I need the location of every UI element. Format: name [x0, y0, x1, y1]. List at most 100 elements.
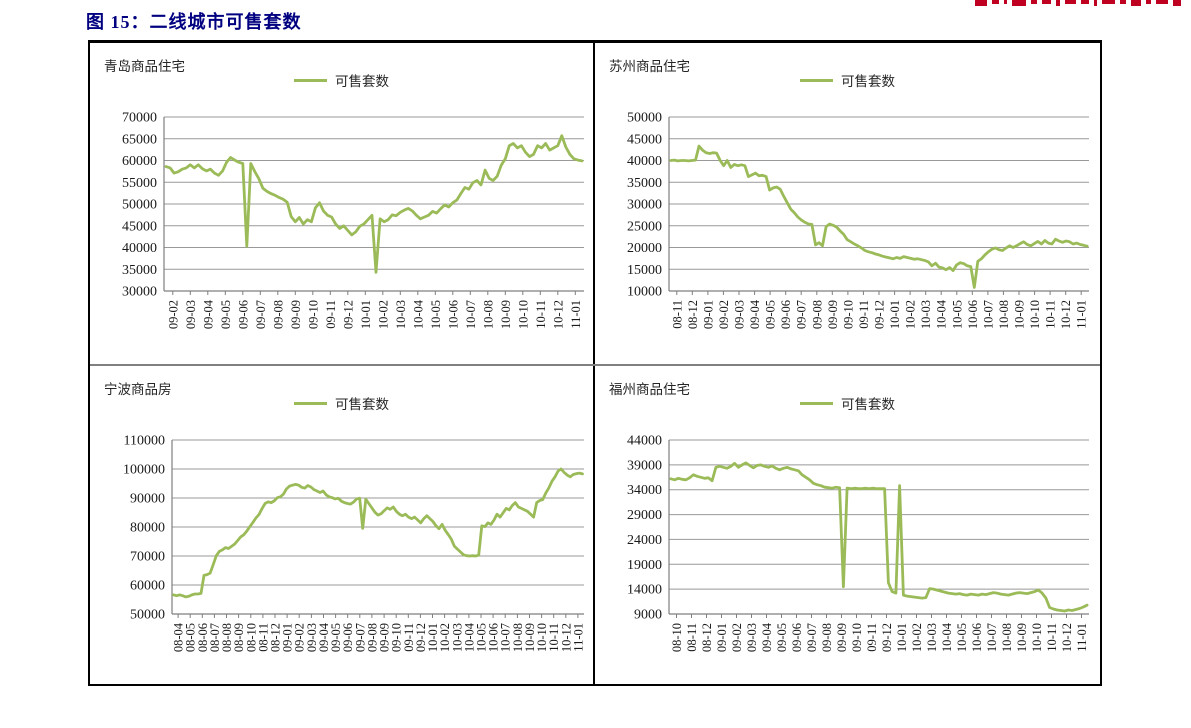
clipped-glyph-fragment — [1146, 0, 1151, 4]
svg-text:10-10: 10-10 — [535, 623, 549, 652]
svg-text:09-12: 09-12 — [414, 623, 428, 652]
svg-text:10-09: 10-09 — [499, 300, 513, 329]
svg-text:09-03: 09-03 — [745, 623, 759, 652]
clipped-glyph-fragment — [1004, 0, 1007, 4]
svg-text:09-12: 09-12 — [873, 300, 887, 329]
svg-text:45000: 45000 — [627, 132, 662, 147]
column-divider — [593, 43, 595, 684]
svg-text:10-09: 10-09 — [523, 623, 537, 652]
svg-text:10-11: 10-11 — [1045, 623, 1059, 652]
svg-text:60000: 60000 — [122, 154, 157, 169]
svg-text:09-03: 09-03 — [305, 623, 319, 652]
svg-text:65000: 65000 — [122, 132, 157, 147]
svg-text:10-10: 10-10 — [516, 300, 530, 329]
svg-text:09-10: 09-10 — [850, 623, 864, 652]
legend-line-swatch — [800, 401, 833, 405]
svg-text:110000: 110000 — [124, 434, 165, 449]
svg-text:09-06: 09-06 — [779, 300, 793, 329]
svg-text:08-06: 08-06 — [196, 623, 210, 652]
svg-text:09-07: 09-07 — [805, 623, 819, 652]
svg-text:10-05: 10-05 — [429, 300, 443, 329]
clipped-glyph-fragment — [1065, 0, 1076, 4]
svg-text:70000: 70000 — [130, 550, 165, 565]
chart-cell-fuzhou: 福州商品住宅 可售套数 44000 39000 34000 29000 24000 190… — [595, 366, 1100, 684]
svg-text:10-06: 10-06 — [446, 300, 460, 329]
svg-text:35000: 35000 — [122, 263, 157, 278]
svg-text:30000: 30000 — [122, 285, 157, 300]
svg-text:30000: 30000 — [627, 198, 662, 213]
svg-text:09-08: 09-08 — [810, 300, 824, 329]
line-chart-svg: 44000 39000 34000 29000 24000 19000 14000 9000 0… — [627, 434, 1089, 652]
svg-text:11-01: 11-01 — [1075, 300, 1089, 329]
svg-text:20000: 20000 — [627, 241, 662, 256]
svg-text:09-05: 09-05 — [219, 300, 233, 329]
clipped-glyph-fragment — [975, 0, 987, 6]
svg-text:09-10: 09-10 — [390, 623, 404, 652]
svg-text:10-01: 10-01 — [895, 623, 909, 652]
legend: 可售套数 — [595, 393, 1100, 413]
svg-text:09-04: 09-04 — [760, 622, 774, 652]
svg-text:70000: 70000 — [122, 111, 157, 126]
svg-text:09-04: 09-04 — [201, 299, 215, 329]
svg-text:10-04: 10-04 — [935, 299, 949, 329]
svg-text:09-09: 09-09 — [289, 300, 303, 329]
svg-text:09-08: 09-08 — [820, 623, 834, 652]
svg-text:08-12: 08-12 — [686, 300, 700, 329]
svg-text:10-09: 10-09 — [1013, 300, 1027, 329]
svg-text:10-11: 10-11 — [1044, 300, 1058, 329]
svg-text:10-12: 10-12 — [1059, 300, 1073, 329]
legend-line-swatch — [800, 78, 833, 82]
svg-text:24000: 24000 — [627, 533, 662, 548]
svg-text:50000: 50000 — [627, 111, 662, 126]
svg-text:14000: 14000 — [627, 583, 662, 598]
svg-text:09-05: 09-05 — [775, 623, 789, 652]
clipped-glyph-fragment — [1120, 0, 1126, 4]
svg-text:08-12: 08-12 — [269, 623, 283, 652]
clipped-glyph-fragment — [1056, 0, 1060, 6]
svg-text:25000: 25000 — [627, 219, 662, 234]
svg-text:100000: 100000 — [123, 463, 165, 478]
svg-text:10-11: 10-11 — [547, 623, 561, 652]
svg-text:29000: 29000 — [627, 508, 662, 523]
svg-text:09-08: 09-08 — [271, 300, 285, 329]
svg-text:09-01: 09-01 — [281, 623, 295, 652]
svg-text:09-02: 09-02 — [730, 623, 744, 652]
svg-text:09-06: 09-06 — [790, 623, 804, 652]
svg-text:10-07: 10-07 — [464, 300, 478, 329]
svg-text:15000: 15000 — [627, 263, 662, 278]
svg-text:08-10: 08-10 — [670, 623, 684, 652]
svg-text:09-10: 09-10 — [841, 300, 855, 329]
svg-text:10-04: 10-04 — [411, 299, 425, 329]
clipped-glyph-fragment — [1012, 0, 1026, 6]
svg-text:10-01: 10-01 — [426, 623, 440, 652]
svg-text:10-10: 10-10 — [1030, 623, 1044, 652]
svg-text:08-11: 08-11 — [685, 623, 699, 652]
svg-text:09-11: 09-11 — [324, 300, 338, 329]
clipped-glyph-fragment — [992, 0, 999, 4]
svg-text:09-03: 09-03 — [184, 300, 198, 329]
row-divider — [90, 364, 1100, 366]
svg-text:55000: 55000 — [122, 176, 157, 191]
svg-text:10-02: 10-02 — [904, 300, 918, 329]
chart-title: 青岛商品住宅 — [104, 59, 185, 74]
svg-text:09-11: 09-11 — [865, 623, 879, 652]
svg-text:40000: 40000 — [627, 154, 662, 169]
figure-grid: 青岛商品住宅 可售套数 70000 65000 60000 55000 50000 450… — [88, 40, 1102, 686]
svg-text:44000: 44000 — [627, 434, 662, 449]
svg-text:10-06: 10-06 — [487, 623, 501, 652]
svg-text:08-05: 08-05 — [184, 623, 198, 652]
svg-text:10-03: 10-03 — [394, 300, 408, 329]
svg-text:09-11: 09-11 — [402, 623, 416, 652]
svg-text:10-03: 10-03 — [925, 623, 939, 652]
svg-text:08-12: 08-12 — [700, 623, 714, 652]
svg-text:09-01: 09-01 — [701, 300, 715, 329]
chart-title: 福州商品住宅 — [609, 382, 690, 397]
svg-text:09-05: 09-05 — [329, 623, 343, 652]
svg-text:45000: 45000 — [122, 219, 157, 234]
svg-text:08-08: 08-08 — [220, 623, 234, 652]
svg-text:90000: 90000 — [130, 492, 165, 507]
svg-text:10-12: 10-12 — [1060, 623, 1074, 652]
svg-text:50000: 50000 — [130, 608, 165, 623]
svg-text:10-12: 10-12 — [559, 623, 573, 652]
